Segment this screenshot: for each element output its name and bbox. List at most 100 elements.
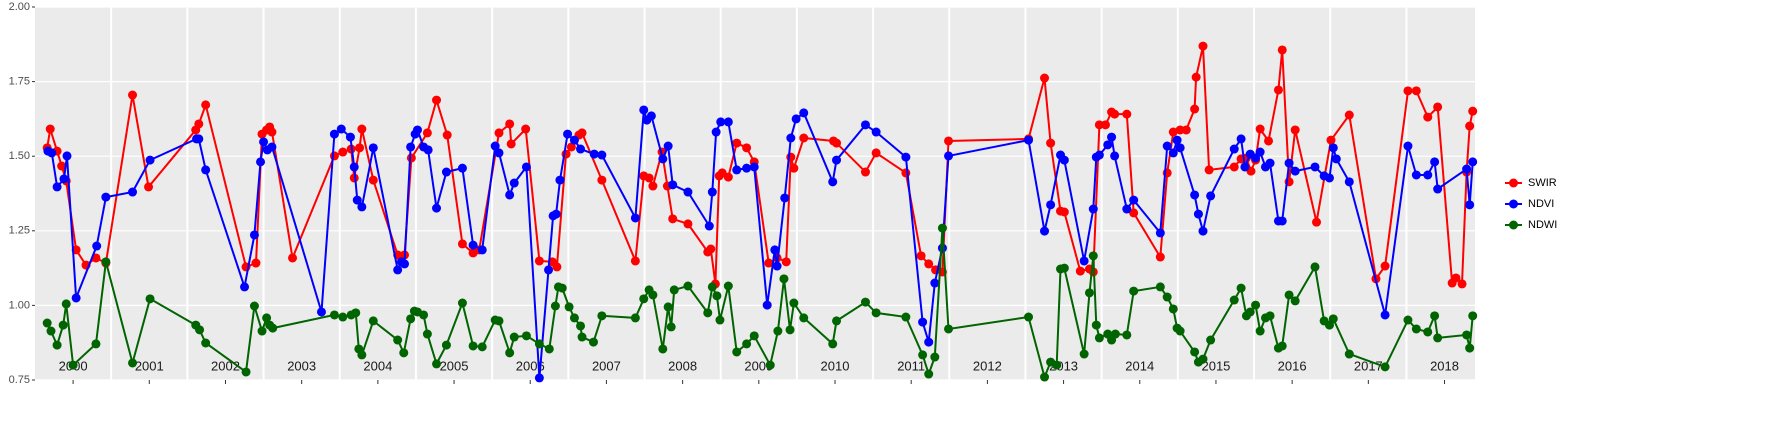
- data-point: [494, 148, 504, 158]
- data-point: [432, 203, 442, 213]
- data-point: [329, 310, 339, 320]
- data-point: [267, 127, 277, 137]
- data-point: [1088, 204, 1098, 214]
- data-point: [194, 134, 204, 144]
- data-point: [860, 167, 870, 177]
- x-tick-label: 2016: [1278, 358, 1307, 373]
- data-point: [1198, 354, 1208, 364]
- data-point: [1433, 102, 1443, 112]
- data-point: [1326, 135, 1336, 145]
- data-point: [201, 165, 211, 175]
- data-point: [828, 339, 838, 349]
- data-point: [663, 302, 673, 312]
- data-point: [1175, 326, 1185, 336]
- data-point: [683, 219, 693, 229]
- data-point: [1040, 226, 1050, 236]
- data-point: [1079, 349, 1089, 359]
- data-point: [195, 325, 205, 335]
- data-point: [1328, 143, 1338, 153]
- data-point: [1229, 162, 1239, 172]
- data-point: [901, 168, 911, 178]
- data-point: [1273, 85, 1283, 95]
- data-point: [57, 161, 67, 171]
- data-point: [577, 332, 587, 342]
- data-point: [716, 117, 726, 127]
- data-point: [1059, 155, 1069, 165]
- data-point: [521, 162, 531, 172]
- data-point: [422, 329, 432, 339]
- data-point: [1040, 73, 1050, 83]
- data-point: [576, 321, 586, 331]
- data-point: [329, 129, 339, 139]
- x-tick-label: 2018: [1430, 358, 1459, 373]
- data-point: [732, 165, 742, 175]
- data-point: [1423, 170, 1433, 180]
- data-point: [468, 341, 478, 351]
- data-point: [1052, 360, 1062, 370]
- data-point: [71, 293, 81, 303]
- data-point: [944, 324, 954, 334]
- data-point: [288, 253, 298, 263]
- data-point: [352, 195, 362, 205]
- data-point: [668, 214, 678, 224]
- x-tick-label: 2003: [287, 358, 316, 373]
- data-point: [1094, 150, 1104, 160]
- data-point: [368, 175, 378, 185]
- data-point: [1264, 136, 1274, 146]
- data-point: [505, 348, 515, 358]
- data-point: [1255, 326, 1265, 336]
- data-point: [552, 262, 562, 272]
- x-tick-label: 2012: [973, 358, 1002, 373]
- data-point: [1465, 343, 1475, 353]
- data-point: [1451, 273, 1461, 283]
- data-point: [399, 348, 409, 358]
- data-point: [1380, 362, 1390, 372]
- data-point: [262, 313, 272, 323]
- data-point: [646, 111, 656, 121]
- data-point: [732, 138, 742, 148]
- data-point: [1190, 190, 1200, 200]
- data-point: [1265, 158, 1275, 168]
- data-point: [937, 223, 947, 233]
- data-point: [249, 301, 259, 311]
- data-point: [1088, 251, 1098, 261]
- data-point: [393, 265, 403, 275]
- data-point: [1107, 132, 1117, 142]
- data-point: [128, 358, 138, 368]
- data-point: [1430, 311, 1440, 321]
- data-point: [534, 373, 544, 383]
- data-point: [534, 339, 544, 349]
- x-tick-label: 2014: [1125, 358, 1154, 373]
- data-point: [742, 339, 752, 349]
- data-point: [597, 150, 607, 160]
- data-point: [742, 143, 752, 153]
- data-point: [566, 142, 576, 152]
- data-point: [577, 128, 587, 138]
- data-point: [1172, 135, 1182, 145]
- data-point: [494, 316, 504, 326]
- data-point: [345, 132, 355, 142]
- data-point: [1312, 217, 1322, 227]
- data-point: [419, 310, 429, 320]
- data-point: [144, 182, 154, 192]
- data-point: [1290, 296, 1300, 306]
- data-point: [1265, 311, 1275, 321]
- data-point: [860, 297, 870, 307]
- data-point: [1403, 86, 1413, 96]
- data-point: [658, 344, 668, 354]
- data-point: [1075, 266, 1085, 276]
- data-point: [1255, 124, 1265, 134]
- data-point: [1046, 138, 1056, 148]
- data-point: [68, 360, 78, 370]
- data-point: [1059, 263, 1069, 273]
- data-point: [648, 290, 658, 300]
- data-point: [1191, 72, 1201, 82]
- data-point: [1245, 307, 1255, 317]
- data-point: [1040, 372, 1050, 382]
- data-point: [521, 124, 531, 134]
- data-point: [1403, 315, 1413, 325]
- data-point: [1465, 121, 1475, 131]
- data-point: [871, 308, 881, 318]
- data-point: [1462, 164, 1472, 174]
- data-point: [1206, 191, 1216, 201]
